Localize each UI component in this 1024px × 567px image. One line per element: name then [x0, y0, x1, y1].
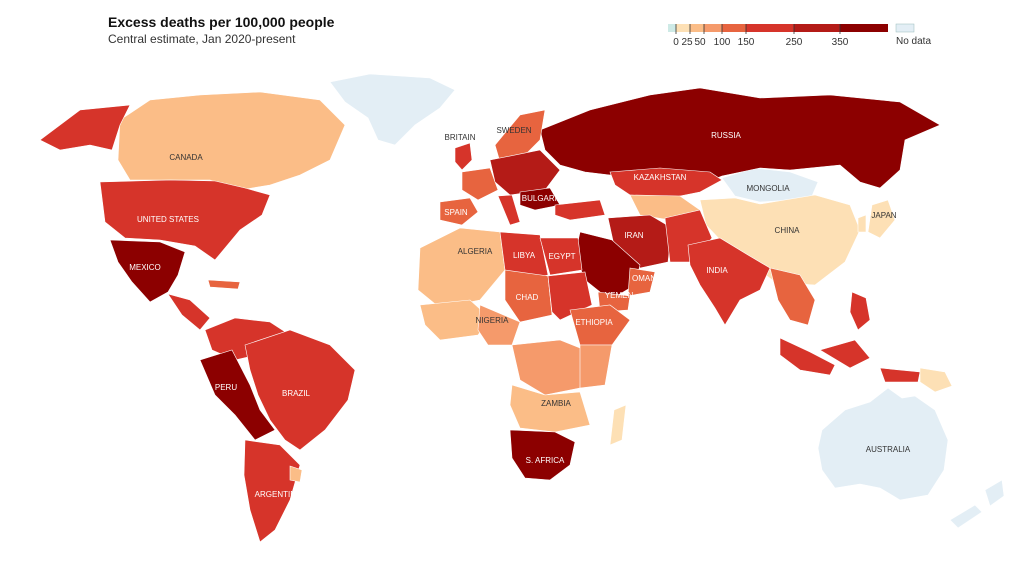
label-peru: PERU — [215, 383, 237, 392]
region-france — [461, 167, 499, 201]
region-central-africa — [511, 339, 586, 396]
label-britain: BRITAIN — [445, 133, 476, 142]
label-spain: SPAIN — [444, 208, 468, 217]
legend-no-data-label: No data — [896, 36, 932, 47]
label-zambia: ZAMBIA — [541, 399, 571, 408]
legend-bin-0 — [668, 24, 676, 32]
legend-no-data-swatch — [895, 23, 915, 33]
region-australia — [817, 387, 949, 501]
label-mexico: MEXICO — [129, 263, 161, 272]
region-alaska — [39, 104, 131, 151]
label-oman: OMAN — [632, 274, 656, 283]
label-india: INDIA — [706, 266, 728, 275]
legend-bin-5 — [746, 24, 794, 32]
legend-bin-7 — [840, 24, 888, 32]
region-oman — [627, 267, 656, 297]
region-chad — [504, 269, 553, 323]
region-kazakhstan — [609, 167, 723, 199]
region-new-zealand — [949, 479, 1005, 529]
region-india — [687, 237, 771, 326]
region-madagascar — [609, 404, 627, 446]
world-map: RUSSIA CANADA UNITED STATES MEXICO PERU … — [39, 73, 1005, 543]
region-greenland — [329, 73, 456, 146]
label-yemen: YEMEN — [605, 291, 634, 300]
label-nigeria: NIGERIA — [476, 316, 510, 325]
legend-tick-350: 350 — [832, 37, 849, 48]
region-bulgaria — [519, 187, 561, 211]
legend-bin-4 — [722, 24, 746, 32]
label-brazil: BRAZIL — [282, 389, 311, 398]
region-papua — [919, 367, 953, 393]
label-mongolia: MONGOLIA — [746, 184, 790, 193]
region-peru — [199, 349, 276, 441]
region-north-africa-west — [417, 227, 506, 309]
legend-bin-1 — [676, 24, 690, 32]
region-zambia — [509, 384, 591, 433]
label-s-africa: S. AFRICA — [526, 456, 565, 465]
label-kazakhstan: KAZAKHSTAN — [634, 173, 687, 182]
region-southeast-asia — [769, 267, 816, 326]
region-west-africa — [419, 299, 491, 341]
legend-tick-250: 250 — [786, 37, 803, 48]
color-legend: 0 25 50 100 150 250 350 — [668, 23, 928, 50]
label-algeria: ALGERIA — [458, 247, 493, 256]
label-libya: LIBYA — [513, 251, 536, 260]
region-uruguay — [289, 465, 303, 483]
country-labels: RUSSIA CANADA UNITED STATES MEXICO PERU … — [129, 126, 911, 499]
label-bulgaria: BULGARIA — [522, 194, 563, 203]
label-sweden: SWEDEN — [496, 126, 531, 135]
label-argentina: ARGENTINA — [255, 490, 302, 499]
region-argentina — [243, 439, 301, 543]
legend-tick-0: 0 — [673, 37, 679, 48]
label-china: CHINA — [775, 226, 801, 235]
region-philippines — [849, 291, 871, 331]
region-indonesia — [779, 337, 921, 383]
region-turkey — [554, 199, 606, 221]
legend-bin-2 — [690, 24, 704, 32]
region-central-america — [167, 293, 211, 331]
label-russia: RUSSIA — [711, 131, 741, 140]
label-chad: CHAD — [516, 293, 539, 302]
region-brazil — [244, 329, 356, 451]
label-japan: JAPAN — [871, 211, 896, 220]
region-egypt — [539, 237, 583, 276]
region-canada — [117, 91, 346, 191]
label-united-states: UNITED STATES — [137, 215, 199, 224]
region-ethiopia — [569, 304, 631, 346]
label-iran: IRAN — [624, 231, 643, 240]
label-canada: CANADA — [169, 153, 203, 162]
label-ethiopia: ETHIOPIA — [575, 318, 613, 327]
region-britain — [454, 142, 473, 171]
region-russia — [539, 87, 941, 189]
region-spain — [439, 197, 479, 226]
region-s-africa — [509, 429, 576, 481]
legend-bin-6 — [794, 24, 840, 32]
legend-tick-25: 25 — [681, 37, 693, 48]
region-nigeria — [477, 304, 521, 346]
legend-bin-3 — [704, 24, 722, 32]
label-australia: AUSTRALIA — [866, 445, 911, 454]
map-subtitle: Central estimate, Jan 2020-present — [108, 32, 296, 46]
region-east-africa — [579, 344, 613, 389]
region-mexico — [109, 239, 186, 303]
region-japan — [867, 199, 896, 239]
region-korea — [857, 214, 867, 233]
region-cuba — [207, 279, 241, 290]
legend-tick-100: 100 — [714, 37, 731, 48]
region-italy — [497, 194, 521, 226]
legend-tick-150: 150 — [738, 37, 755, 48]
region-united-states — [99, 179, 271, 261]
legend-tick-50: 50 — [694, 37, 706, 48]
map-title: Excess deaths per 100,000 people — [108, 14, 335, 30]
label-egypt: EGYPT — [548, 252, 575, 261]
